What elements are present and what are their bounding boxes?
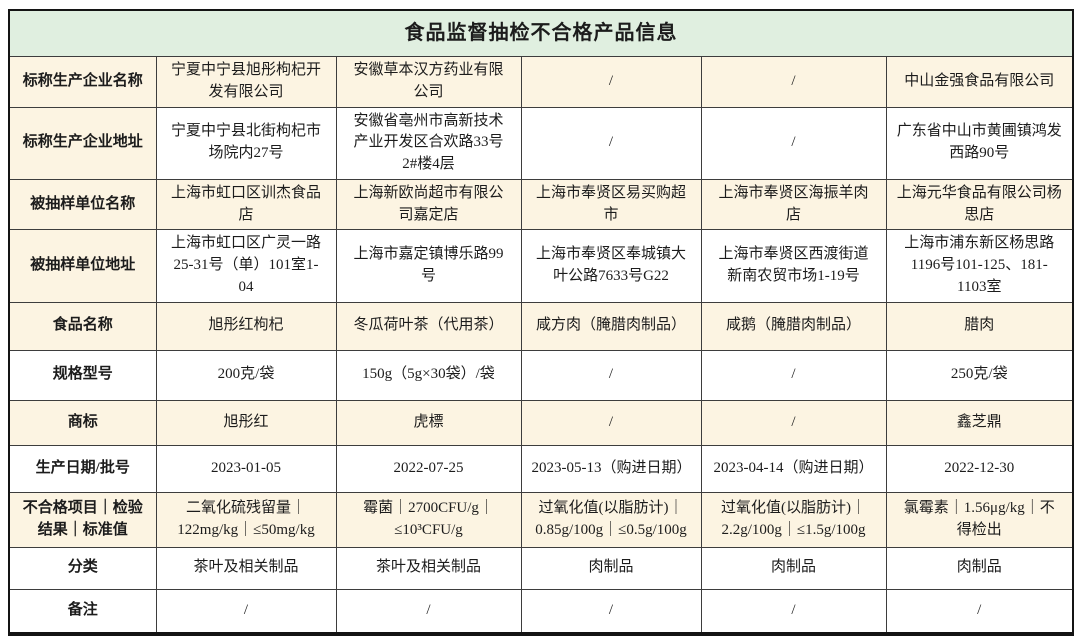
cell: 广东省中山市黄圃镇鸿发西路90号 — [885, 106, 1074, 180]
cell: 上海市嘉定镇博乐路99号 — [335, 229, 522, 303]
cell: 上海市虹口区广灵一路25-31号（单）101室1-04 — [155, 229, 337, 303]
cell: 霉菌｜2700CFU/g｜≤10³CFU/g — [335, 491, 522, 548]
table-row: 规格型号 200克/袋 150g（5g×30袋）/袋 / / 250克/袋 — [8, 349, 1074, 401]
cell: 上海市浦东新区杨思路1196号101-125、181-1103室 — [885, 229, 1074, 303]
row-label: 被抽样单位地址 — [8, 229, 157, 303]
cell: / — [155, 588, 337, 635]
cell: / — [520, 588, 702, 635]
cell: 上海市奉贤区西渡街道新南农贸市场1-19号 — [700, 229, 887, 303]
cell: 氯霉素｜1.56μg/kg｜不得检出 — [885, 491, 1074, 548]
cell: 茶叶及相关制品 — [335, 546, 522, 590]
row-label: 生产日期/批号 — [8, 444, 157, 493]
cell: / — [700, 56, 887, 108]
row-label: 标称生产企业名称 — [8, 56, 157, 108]
cell: 宁夏中宁县北街枸杞市场院内27号 — [155, 106, 337, 180]
cell: 腊肉 — [885, 301, 1074, 351]
cell: 安徽草本汉方药业有限公司 — [335, 56, 522, 108]
table-title: 食品监督抽检不合格产品信息 — [8, 9, 1074, 57]
table-row: 被抽样单位名称 上海市虹口区训杰食品店 上海新欧尚超市有限公司嘉定店 上海市奉贤… — [8, 178, 1074, 231]
table-row: 被抽样单位地址 上海市虹口区广灵一路25-31号（单）101室1-04 上海市嘉… — [8, 229, 1074, 303]
cell: 上海市奉贤区海振羊肉店 — [700, 178, 887, 231]
row-label: 商标 — [8, 399, 157, 446]
table-row: 标称生产企业名称 宁夏中宁县旭彤枸杞开发有限公司 安徽草本汉方药业有限公司 / … — [8, 56, 1074, 108]
cell: 咸方肉（腌腊肉制品） — [520, 301, 702, 351]
cell: 200克/袋 — [155, 349, 337, 401]
cell: 2023-05-13（购进日期） — [520, 444, 702, 493]
row-label: 备注 — [8, 588, 157, 635]
row-label: 规格型号 — [8, 349, 157, 401]
row-label: 标称生产企业地址 — [8, 106, 157, 180]
row-label: 不合格项目｜检验结果｜标准值 — [8, 491, 157, 548]
title-row: 食品监督抽检不合格产品信息 — [8, 9, 1074, 57]
cell: / — [335, 588, 522, 635]
cell: / — [520, 349, 702, 401]
cell: 肉制品 — [700, 546, 887, 590]
row-label: 被抽样单位名称 — [8, 178, 157, 231]
table-row: 备注 / / / / / — [8, 588, 1074, 635]
cell: 上海市虹口区训杰食品店 — [155, 178, 337, 231]
cell: 上海新欧尚超市有限公司嘉定店 — [335, 178, 522, 231]
cell: / — [520, 56, 702, 108]
cell: / — [700, 399, 887, 446]
cell: 中山金强食品有限公司 — [885, 56, 1074, 108]
cell: 过氧化值(以脂肪计)｜2.2g/100g｜≤1.5g/100g — [700, 491, 887, 548]
cell: 250克/袋 — [885, 349, 1074, 401]
cell: 上海市奉贤区奉城镇大叶公路7633号G22 — [520, 229, 702, 303]
row-label: 食品名称 — [8, 301, 157, 351]
cell: 150g（5g×30袋）/袋 — [335, 349, 522, 401]
cell: 茶叶及相关制品 — [155, 546, 337, 590]
cell: 过氧化值(以脂肪计)｜0.85g/100g｜≤0.5g/100g — [520, 491, 702, 548]
row-label: 分类 — [8, 546, 157, 590]
table-row: 生产日期/批号 2023-01-05 2022-07-25 2023-05-13… — [8, 444, 1074, 493]
cell: 旭彤红枸杞 — [155, 301, 337, 351]
cell: / — [700, 588, 887, 635]
cell: 2022-07-25 — [335, 444, 522, 493]
cell: / — [520, 106, 702, 180]
table-row: 标称生产企业地址 宁夏中宁县北街枸杞市场院内27号 安徽省亳州市高新技术产业开发… — [8, 106, 1074, 180]
cell: 2022-12-30 — [885, 444, 1074, 493]
table-row: 食品名称 旭彤红枸杞 冬瓜荷叶茶（代用茶） 咸方肉（腌腊肉制品） 咸鹅（腌腊肉制… — [8, 301, 1074, 351]
cell: 2023-04-14（购进日期） — [700, 444, 887, 493]
cell: 二氧化硫残留量｜122mg/kg｜≤50mg/kg — [155, 491, 337, 548]
cell: 上海市奉贤区易买购超市 — [520, 178, 702, 231]
cell: 肉制品 — [520, 546, 702, 590]
table-row: 商标 旭彤红 虎標 / / 鑫芝鼎 — [8, 399, 1074, 446]
cell: / — [520, 399, 702, 446]
cell: 安徽省亳州市高新技术产业开发区合欢路33号2#楼4层 — [335, 106, 522, 180]
cell: 咸鹅（腌腊肉制品） — [700, 301, 887, 351]
table-row: 不合格项目｜检验结果｜标准值 二氧化硫残留量｜122mg/kg｜≤50mg/kg… — [8, 491, 1074, 548]
table-row: 分类 茶叶及相关制品 茶叶及相关制品 肉制品 肉制品 肉制品 — [8, 546, 1074, 590]
cell: / — [885, 588, 1074, 635]
cell: 2023-01-05 — [155, 444, 337, 493]
cell: 肉制品 — [885, 546, 1074, 590]
cell: / — [700, 349, 887, 401]
cell: / — [700, 106, 887, 180]
cell: 虎標 — [335, 399, 522, 446]
cell: 宁夏中宁县旭彤枸杞开发有限公司 — [155, 56, 337, 108]
cell: 鑫芝鼎 — [885, 399, 1074, 446]
inspection-table: 食品监督抽检不合格产品信息 标称生产企业名称 宁夏中宁县旭彤枸杞开发有限公司 安… — [8, 9, 1075, 636]
cell: 冬瓜荷叶茶（代用茶） — [335, 301, 522, 351]
cell: 旭彤红 — [155, 399, 337, 446]
cell: 上海元华食品有限公司杨思店 — [885, 178, 1074, 231]
